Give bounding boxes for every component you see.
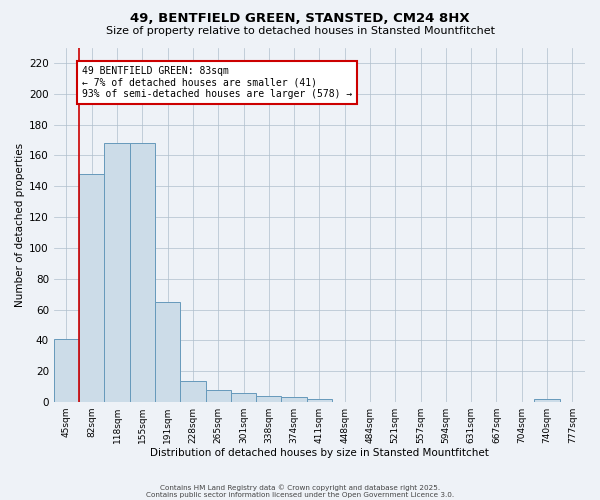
Bar <box>256 396 281 402</box>
Y-axis label: Number of detached properties: Number of detached properties <box>15 142 25 307</box>
Bar <box>104 143 130 402</box>
Bar <box>307 399 332 402</box>
Text: Contains public sector information licensed under the Open Government Licence 3.: Contains public sector information licen… <box>146 492 454 498</box>
Text: Size of property relative to detached houses in Stansted Mountfitchet: Size of property relative to detached ho… <box>106 26 494 36</box>
Text: 49, BENTFIELD GREEN, STANSTED, CM24 8HX: 49, BENTFIELD GREEN, STANSTED, CM24 8HX <box>130 12 470 26</box>
Bar <box>54 339 79 402</box>
Bar <box>281 398 307 402</box>
Bar <box>79 174 104 402</box>
Bar <box>130 143 155 402</box>
Bar <box>231 393 256 402</box>
Text: Contains HM Land Registry data © Crown copyright and database right 2025.: Contains HM Land Registry data © Crown c… <box>160 484 440 491</box>
X-axis label: Distribution of detached houses by size in Stansted Mountfitchet: Distribution of detached houses by size … <box>150 448 489 458</box>
Bar <box>535 399 560 402</box>
Text: 49 BENTFIELD GREEN: 83sqm
← 7% of detached houses are smaller (41)
93% of semi-d: 49 BENTFIELD GREEN: 83sqm ← 7% of detach… <box>82 66 352 99</box>
Bar <box>206 390 231 402</box>
Bar <box>180 380 206 402</box>
Bar <box>155 302 180 402</box>
